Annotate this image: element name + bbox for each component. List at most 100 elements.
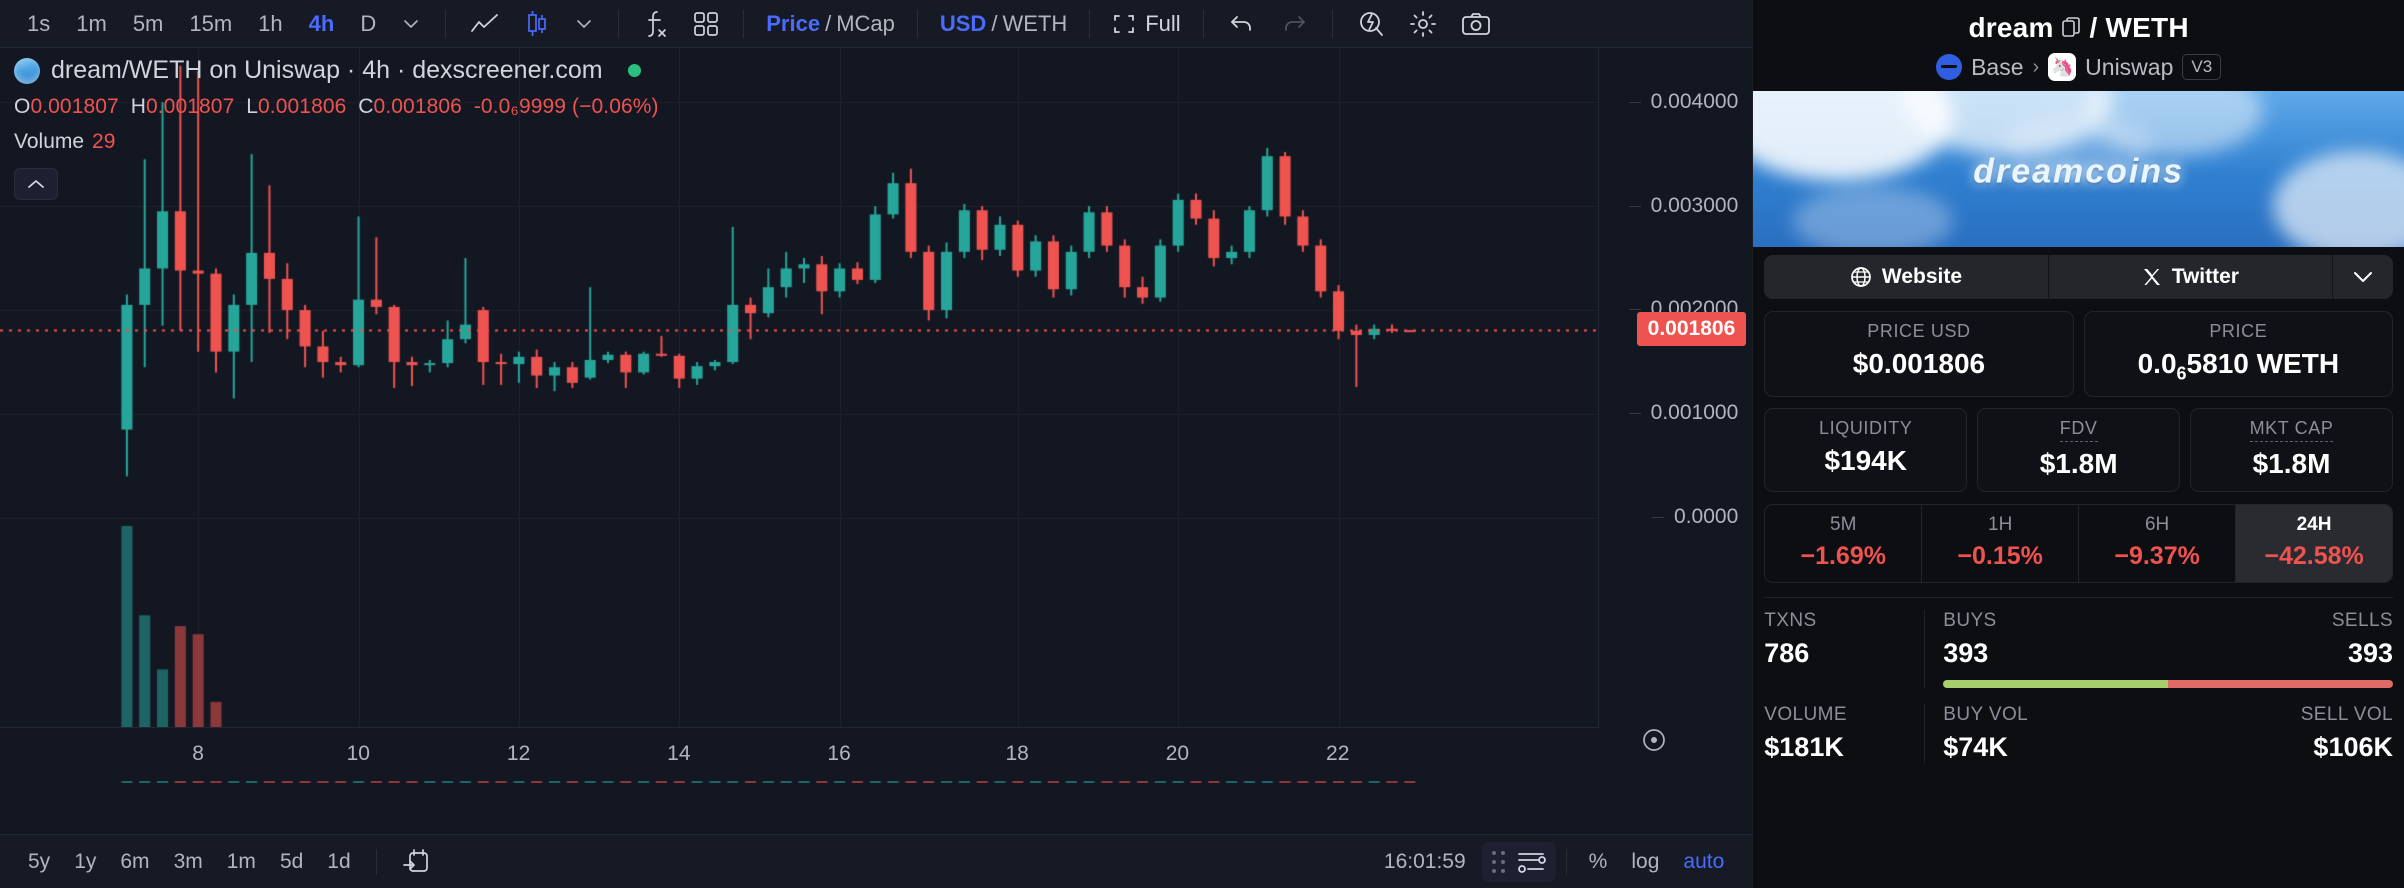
settings-gear-icon[interactable] bbox=[1397, 4, 1449, 44]
interval-D[interactable]: D bbox=[360, 10, 377, 36]
range-1y[interactable]: 1y bbox=[74, 849, 97, 873]
price-native-zeros: 6 bbox=[2176, 363, 2187, 384]
buys-sells-values: 393 393 bbox=[1943, 632, 2393, 669]
mcap-option[interactable]: MCap bbox=[836, 10, 895, 36]
price-native-card: PRICE 0.065810 WETH bbox=[2083, 311, 2394, 397]
change-cell-6H[interactable]: 6H −9.37% bbox=[2079, 504, 2237, 582]
buys-value: 393 bbox=[1943, 637, 1989, 668]
percent-scale-button[interactable]: % bbox=[1588, 849, 1608, 873]
divider bbox=[1331, 9, 1333, 38]
change-cell-5M[interactable]: 5M −1.69% bbox=[1765, 504, 1923, 582]
banner-text: dreamcoins bbox=[1973, 152, 2185, 191]
range-5d[interactable]: 5d bbox=[279, 849, 304, 873]
price-usd-value: $0.001806 bbox=[1852, 348, 1986, 379]
layouts-grid-icon[interactable] bbox=[681, 5, 731, 43]
price-native-digits: 5810 WETH bbox=[2186, 348, 2340, 379]
twitter-label: Twitter bbox=[2171, 265, 2239, 288]
interval-1s[interactable]: 1s bbox=[27, 10, 51, 36]
range-3m[interactable]: 3m bbox=[173, 849, 203, 873]
chevron-up-icon bbox=[28, 180, 44, 188]
sell-vol-label: SELL VOL bbox=[2300, 703, 2393, 725]
change-value-5M: −1.69% bbox=[1800, 541, 1886, 570]
price-tick-0.001000: 0.001000 bbox=[1628, 401, 1738, 425]
time-axis[interactable]: 8 10 12 14 16 18 20 22 bbox=[0, 727, 1665, 781]
time-tick-18: 18 bbox=[1005, 742, 1029, 765]
change-value-6H: −9.37% bbox=[2114, 541, 2200, 570]
current-price-label: 0.001806 bbox=[1636, 312, 1747, 347]
buy-sell-vol-values: $74K $106K bbox=[1943, 726, 2393, 763]
price-mcap-toggle[interactable]: Price / MCap bbox=[766, 10, 895, 36]
usd-option[interactable]: USD bbox=[939, 10, 987, 36]
chart-clock: 16:01:59 bbox=[1383, 849, 1466, 873]
undo-icon[interactable] bbox=[1216, 6, 1268, 42]
legend-collapse-button[interactable] bbox=[14, 168, 58, 200]
range-group: 5y 1y 6m 3m 1m 5d 1d bbox=[16, 845, 363, 879]
indicators-fx-icon[interactable] bbox=[631, 3, 681, 45]
buy-vol-label: BUY VOL bbox=[1943, 703, 2029, 725]
pair-title: dream / WETH bbox=[1968, 12, 2189, 43]
globe-icon bbox=[1851, 267, 1871, 287]
range-1d[interactable]: 1d bbox=[327, 849, 351, 873]
range-5y[interactable]: 5y bbox=[28, 849, 51, 873]
price-tick-0.003000: 0.003000 bbox=[1628, 194, 1738, 218]
candlestick-canvas[interactable] bbox=[0, 48, 1600, 783]
chart-type-dropdown-icon[interactable] bbox=[562, 8, 606, 40]
change-cell-1H[interactable]: 1H −0.15% bbox=[1922, 504, 2080, 582]
reset-view-icon bbox=[1643, 729, 1665, 751]
time-tick-10: 10 bbox=[346, 742, 370, 765]
change-label-1H: 1H bbox=[1988, 513, 2013, 535]
drag-handle-icon[interactable] bbox=[1491, 850, 1505, 873]
range-1m[interactable]: 1m bbox=[226, 849, 256, 873]
buy-ratio-segment bbox=[1943, 679, 2169, 688]
divider bbox=[1565, 848, 1567, 875]
redo-icon[interactable] bbox=[1268, 6, 1320, 42]
price-axis[interactable]: 0.0000 0.001000 0.002000 0.003000 0.004000 0.… bbox=[1598, 48, 1753, 781]
camera-icon[interactable] bbox=[1449, 5, 1503, 43]
chart-bottom-bar: 5y 1y 6m 3m 1m 5d 1d 16:01:59 % log au bbox=[0, 834, 1753, 888]
interval-1m[interactable]: 1m bbox=[76, 10, 107, 36]
price-option[interactable]: Price bbox=[766, 10, 821, 36]
twitter-button[interactable]: Twitter bbox=[2049, 255, 2334, 299]
copy-icon[interactable] bbox=[2061, 17, 2082, 39]
website-button[interactable]: Website bbox=[1764, 255, 2049, 299]
chart-toolbar: 1s 1m 5m 15m 1h 4h D bbox=[0, 0, 1753, 48]
market-cap-label[interactable]: MKT CAP bbox=[2249, 418, 2334, 442]
interval-1h[interactable]: 1h bbox=[258, 10, 283, 36]
price-usd-card: PRICE USD $0.001806 bbox=[1764, 311, 2074, 397]
go-to-date-icon[interactable] bbox=[390, 842, 442, 882]
dex-name[interactable]: Uniswap bbox=[2085, 53, 2174, 80]
interval-group: 1s 1m 5m 15m 1h 4h D bbox=[14, 7, 389, 41]
chart-scale-settings-button[interactable] bbox=[1481, 841, 1556, 882]
weth-option[interactable]: WETH bbox=[1002, 10, 1068, 36]
sells-value: 393 bbox=[2347, 637, 2393, 668]
tick-dash bbox=[1628, 205, 1641, 207]
divider bbox=[445, 9, 447, 38]
divider bbox=[618, 9, 620, 38]
interval-4h[interactable]: 4h bbox=[308, 10, 335, 36]
sell-ratio-segment bbox=[2168, 679, 2393, 688]
replay-icon[interactable] bbox=[1345, 4, 1397, 44]
fullscreen-button[interactable]: Full bbox=[1102, 5, 1190, 43]
currency-toggle[interactable]: USD / WETH bbox=[939, 10, 1068, 36]
fdv-label[interactable]: FDV bbox=[2059, 418, 2098, 442]
sells-label: SELLS bbox=[2331, 609, 2393, 631]
range-6m[interactable]: 6m bbox=[120, 849, 150, 873]
divider bbox=[1202, 9, 1204, 38]
log-scale-button[interactable]: log bbox=[1631, 849, 1660, 873]
auto-scale-button[interactable]: auto bbox=[1683, 849, 1725, 873]
candlestick-chart-icon[interactable] bbox=[512, 4, 562, 44]
fdv-card: FDV $1.8M bbox=[1977, 407, 2181, 492]
interval-15m[interactable]: 15m bbox=[189, 10, 233, 36]
buys-label: BUYS bbox=[1943, 609, 1997, 631]
change-cell-24H[interactable]: 24H −42.58% bbox=[2236, 504, 2393, 582]
interval-dropdown-icon[interactable] bbox=[389, 8, 433, 40]
price-native-value: 0.065810 WETH bbox=[2091, 348, 2386, 385]
more-links-button[interactable] bbox=[2333, 255, 2393, 299]
interval-5m[interactable]: 5m bbox=[132, 10, 164, 36]
chart-body[interactable]: dream/WETH on Uniswap · 4h · dexscreener… bbox=[0, 48, 1753, 834]
chain-name[interactable]: Base bbox=[1971, 53, 2024, 80]
fdv-value: $1.8M bbox=[2039, 447, 2118, 479]
buy-vol-value: $74K bbox=[1943, 731, 2008, 762]
sell-vol-value: $106K bbox=[2313, 731, 2393, 762]
line-chart-icon[interactable] bbox=[458, 7, 512, 41]
